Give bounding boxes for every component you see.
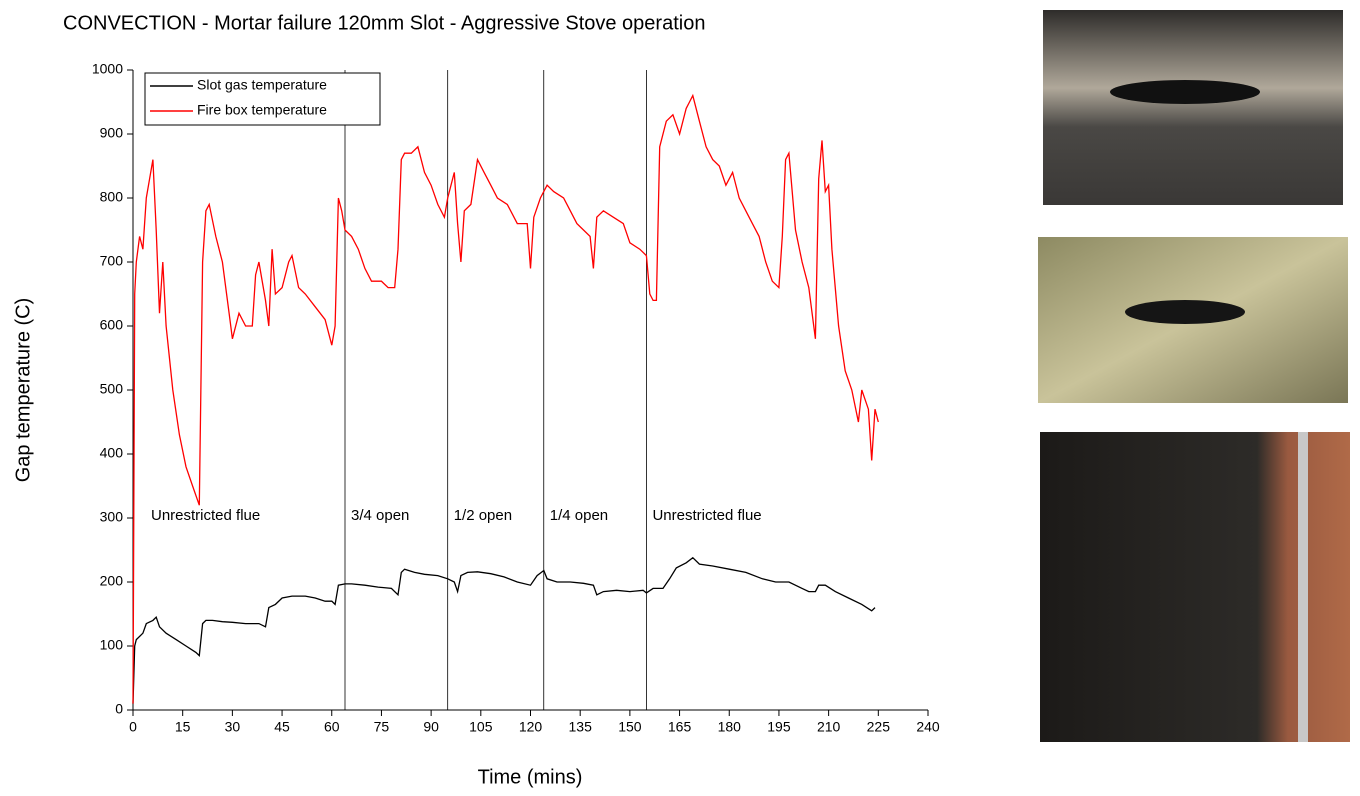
y-tick-label: 100 bbox=[100, 637, 124, 653]
photo-detail bbox=[1110, 80, 1260, 104]
y-tick-label: 800 bbox=[100, 189, 124, 205]
y-tick-label: 600 bbox=[100, 317, 124, 333]
y-tick-label: 900 bbox=[100, 125, 124, 141]
legend-box bbox=[144, 72, 381, 126]
photo-detail bbox=[1298, 432, 1308, 742]
y-tick-label: 1000 bbox=[92, 61, 123, 77]
x-tick-label: 210 bbox=[817, 719, 841, 735]
x-tick-label: 105 bbox=[469, 719, 493, 735]
x-tick-label: 15 bbox=[175, 719, 191, 735]
x-tick-label: 75 bbox=[374, 719, 390, 735]
annotation: 1/2 open bbox=[454, 507, 512, 524]
y-axis-label: Gap temperature (C) bbox=[12, 298, 34, 483]
chart-title: CONVECTION - Mortar failure 120mm Slot -… bbox=[63, 12, 705, 34]
annotation: Unrestricted flue bbox=[652, 507, 761, 524]
series-line bbox=[132, 556, 876, 704]
y-tick-label: 300 bbox=[100, 509, 124, 525]
annotation: 1/4 open bbox=[550, 507, 608, 524]
x-tick-label: 0 bbox=[129, 719, 137, 735]
photo-detail bbox=[1125, 300, 1245, 324]
y-tick-label: 0 bbox=[115, 701, 123, 717]
x-tick-label: 240 bbox=[916, 719, 940, 735]
x-tick-label: 120 bbox=[519, 719, 543, 735]
y-tick-label: 400 bbox=[100, 445, 124, 461]
x-axis-label: Time (mins) bbox=[478, 766, 583, 788]
annotation: 3/4 open bbox=[351, 507, 409, 524]
legend-label: Fire box temperature bbox=[197, 102, 327, 118]
y-tick-label: 500 bbox=[100, 381, 124, 397]
x-tick-label: 165 bbox=[668, 719, 692, 735]
plot: 0 100 200 300 400 500 600 700 800 900 1000 0 15 30 45 6… bbox=[92, 61, 940, 735]
x-tick-label: 195 bbox=[767, 719, 791, 735]
x-tick-label: 90 bbox=[423, 719, 439, 735]
x-tick-label: 45 bbox=[274, 719, 290, 735]
series-line bbox=[132, 93, 879, 704]
legend-label: Slot gas temperature bbox=[197, 77, 327, 93]
x-tick-label: 225 bbox=[867, 719, 891, 735]
annotation: Unrestricted flue bbox=[151, 507, 260, 524]
y-tick-label: 700 bbox=[100, 253, 124, 269]
photo bbox=[1043, 10, 1343, 205]
y-tick-label: 200 bbox=[100, 573, 124, 589]
x-tick-label: 180 bbox=[718, 719, 742, 735]
x-tick-label: 135 bbox=[569, 719, 593, 735]
x-tick-label: 150 bbox=[618, 719, 642, 735]
x-tick-label: 60 bbox=[324, 719, 340, 735]
x-tick-label: 30 bbox=[225, 719, 241, 735]
